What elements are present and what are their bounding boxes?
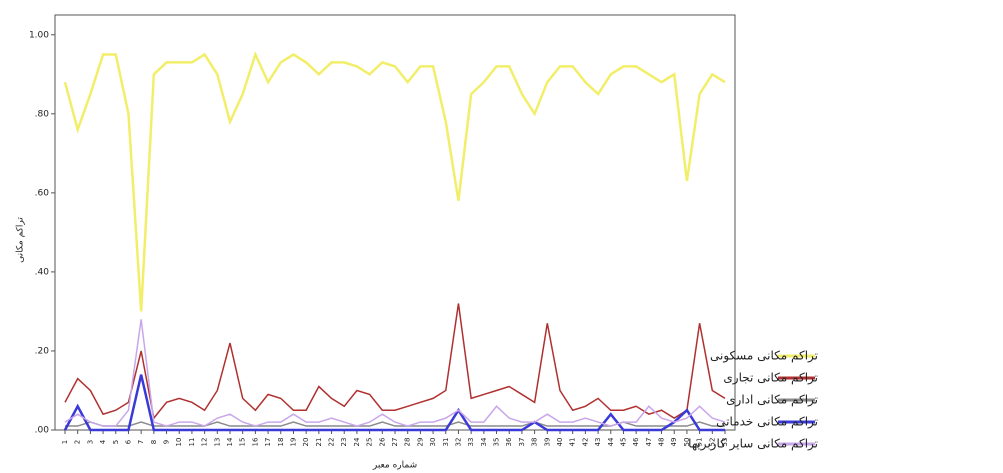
x-tick-label: 21 — [315, 438, 323, 447]
x-tick-label: 30 — [429, 438, 437, 447]
x-tick-label: 44 — [607, 437, 615, 446]
x-tick-label: 32 — [454, 438, 462, 447]
x-tick-label: 47 — [645, 438, 653, 447]
x-tick-label: 3 — [86, 440, 94, 444]
y-tick-label: .60 — [35, 188, 50, 198]
x-tick-label: 41 — [569, 438, 577, 447]
x-tick-label: 51 — [696, 438, 704, 447]
plot-frame — [54, 14, 736, 431]
x-tick-label: 50 — [683, 438, 691, 447]
series-line — [63, 374, 725, 432]
x-tick-label: 29 — [416, 438, 424, 447]
series-line — [64, 303, 726, 420]
x-tick-label: 46 — [632, 437, 640, 446]
x-tick-label: 16 — [251, 437, 259, 446]
y-tick-label: .40 — [35, 267, 50, 277]
x-tick-label: 20 — [302, 438, 310, 447]
x-tick-label: 31 — [442, 438, 450, 447]
legend-text: تراکم مکانی تجاری — [723, 371, 818, 386]
x-tick-label: 23 — [340, 438, 348, 447]
x-tick-label: 2 — [74, 440, 82, 444]
x-tick-label: 9 — [163, 440, 171, 444]
x-tick-label: 11 — [188, 438, 196, 447]
series-line — [64, 319, 726, 427]
x-tick-label: 4 — [99, 439, 107, 444]
x-tick-label: 15 — [239, 438, 247, 447]
x-tick-label: 22 — [328, 438, 336, 447]
x-tick-label: 36 — [505, 437, 513, 446]
x-axis-title: شماره معبر — [372, 461, 417, 471]
x-tick-label: 38 — [531, 438, 539, 447]
x-tick-label: 26 — [378, 437, 386, 446]
y-axis-title: تراکم مکانی — [16, 217, 26, 263]
x-tick-label: 48 — [658, 438, 666, 447]
x-tick-label: 34 — [480, 437, 488, 446]
x-tick-label: 45 — [619, 438, 627, 447]
y-tick-label: 1.00 — [29, 30, 49, 40]
x-tick-label: 43 — [594, 438, 602, 447]
x-tick-label: 37 — [518, 438, 526, 447]
x-tick-label: 5 — [112, 440, 120, 444]
x-tick-label: 17 — [264, 438, 272, 447]
x-tick-label: 14 — [226, 437, 234, 446]
x-tick-label: 27 — [391, 438, 399, 447]
x-tick-label: 39 — [543, 438, 551, 447]
x-tick-label: 1 — [61, 440, 69, 444]
legend-text: تراکم مکانی مسکونی — [710, 349, 818, 364]
legend-text: تراکم مکانی اداری — [726, 393, 818, 408]
x-tick-label: 6 — [124, 439, 132, 444]
x-tick-label: 40 — [556, 438, 564, 447]
legend-text: تراکم مکانی خدماتی — [716, 415, 818, 430]
x-tick-label: 13 — [213, 438, 221, 447]
x-tick-label: 52 — [708, 438, 716, 447]
x-tick-label: 10 — [175, 438, 183, 447]
x-tick-label: 18 — [277, 438, 285, 447]
x-tick-label: 24 — [353, 437, 361, 446]
x-tick-label: 12 — [201, 438, 209, 447]
y-tick-label: .80 — [35, 109, 50, 119]
y-tick-label: .20 — [35, 346, 50, 356]
x-tick-label: 53 — [721, 438, 729, 447]
x-tick-label: 35 — [493, 438, 501, 447]
legend-text: تراکم مکانی سایر کاربریها — [688, 437, 818, 452]
x-tick-label: 8 — [150, 440, 158, 444]
x-tick-label: 42 — [581, 438, 589, 447]
x-tick-label: 33 — [467, 438, 475, 447]
x-tick-label: 49 — [670, 438, 678, 447]
y-tick-label: .00 — [35, 426, 50, 436]
x-tick-label: 7 — [137, 440, 145, 444]
x-tick-label: 19 — [289, 438, 297, 447]
x-tick-label: 28 — [404, 438, 412, 447]
series-line — [63, 51, 726, 312]
x-tick-label: 25 — [366, 438, 374, 447]
